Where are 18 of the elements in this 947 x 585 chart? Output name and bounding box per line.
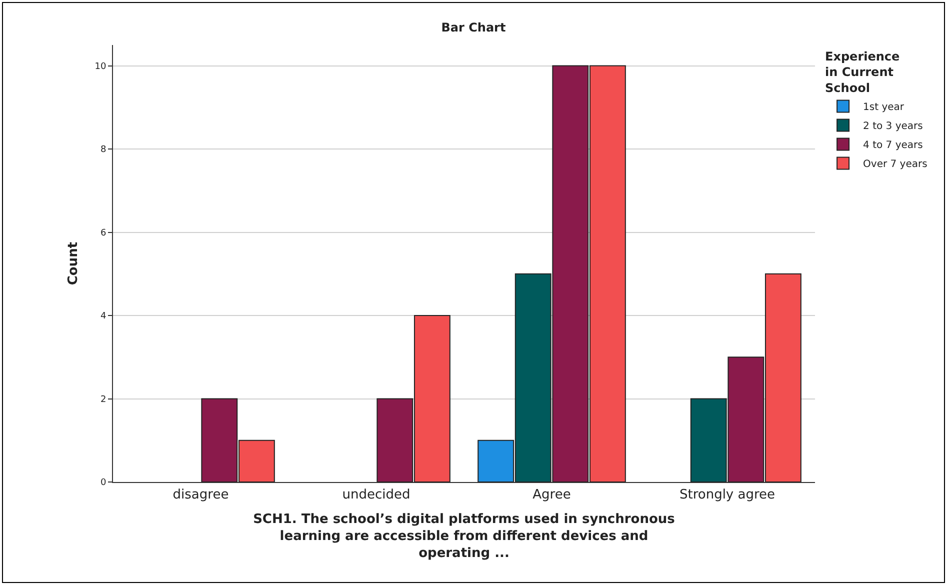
y-tick-label: 8 bbox=[100, 145, 106, 156]
x-tick-label: Agree bbox=[532, 488, 571, 503]
y-tick-label: 10 bbox=[94, 62, 106, 72]
x-tick-label: undecided bbox=[342, 488, 410, 503]
legend-label: Over 7 years bbox=[863, 159, 928, 170]
legend-label: 4 to 7 years bbox=[863, 140, 923, 152]
x-tick-label: Strongly agree bbox=[679, 488, 776, 503]
x-tick-label: disagree bbox=[172, 488, 229, 503]
legend-title: Experience in Current School bbox=[825, 50, 900, 95]
y-axis-title: Count bbox=[66, 242, 81, 286]
y-tick-label: 2 bbox=[100, 394, 106, 405]
chart-title: Bar Chart bbox=[441, 20, 506, 35]
y-tick-label: 6 bbox=[100, 228, 106, 238]
y-tick-label: 0 bbox=[100, 478, 106, 488]
x-axis-title: SCH1. The school’s digital platforms used in synchronous learning are accessible from different devices and operating ... bbox=[253, 512, 676, 561]
legend-label: 2 to 3 years bbox=[863, 121, 923, 132]
y-tick-label: 4 bbox=[100, 312, 106, 322]
legend-label: 1st year bbox=[863, 102, 905, 114]
